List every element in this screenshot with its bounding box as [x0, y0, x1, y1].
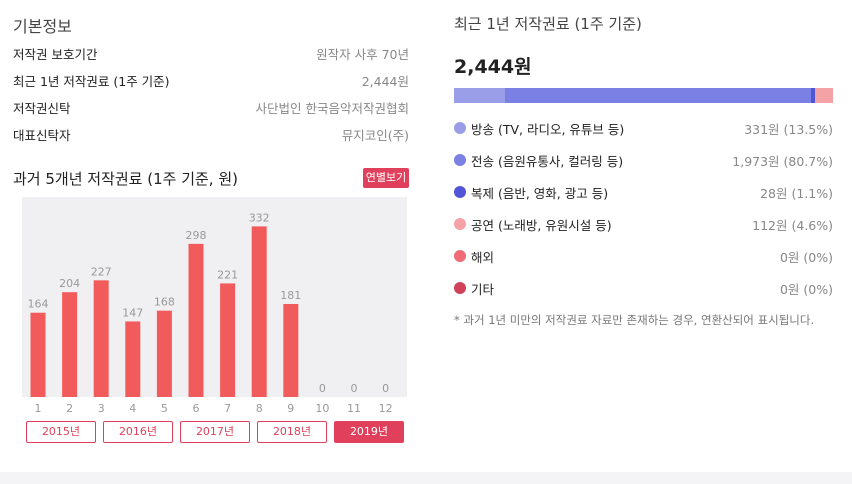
- performance-dot-icon: [454, 218, 466, 230]
- breakdown-amount: 112원 (4.6%): [752, 218, 833, 233]
- x-tick-label: 2: [66, 402, 73, 415]
- info-row-representative-trustee: 대표신탁자 뮤지코인(주): [13, 125, 409, 143]
- bar-month-1: [30, 312, 46, 397]
- royalty-breakdown-bar: [454, 88, 833, 103]
- breakdown-row-other: 기타 0원 (0%): [454, 279, 833, 297]
- other-dot-icon: [454, 282, 466, 294]
- transmission-dot-icon: [454, 154, 466, 166]
- x-tick-label: 5: [161, 402, 168, 415]
- breakdown-amount: 0원 (0%): [779, 250, 833, 265]
- annualized-footnote: * 과거 1년 미만의 저작권료 자료만 존재하는 경우, 연환산되어 표시됩니…: [454, 313, 815, 327]
- year-tab-2018[interactable]: 2018년: [257, 421, 327, 443]
- bar-value-label: 332: [249, 211, 270, 224]
- bar-value-label: 0: [382, 382, 389, 395]
- breakdown-row-overseas: 해외 0원 (0%): [454, 247, 833, 265]
- bar-month-2: [62, 292, 78, 397]
- bar-value-label: 168: [154, 296, 175, 309]
- breakdown-name: 복제 (음반, 영화, 광고 등): [471, 186, 609, 201]
- breakdown-row-performance: 공연 (노래방, 유원시설 등) 112원 (4.6%): [454, 215, 833, 233]
- bar-value-label: 221: [217, 268, 238, 281]
- bar-month-6: [188, 243, 204, 397]
- breakdown-name: 전송 (음원유통사, 컬러링 등): [471, 154, 624, 169]
- breakdown-segment-3: [815, 88, 833, 103]
- breakdown-row-broadcast: 방송 (TV, 라디오, 유튜브 등) 331원 (13.5%): [454, 119, 833, 137]
- recent-royalty-total: 2,444원: [454, 56, 532, 78]
- breakdown-name: 방송 (TV, 라디오, 유튜브 등): [471, 122, 625, 137]
- breakdown-segment-0: [454, 88, 506, 103]
- x-tick-label: 10: [315, 402, 329, 415]
- bar-month-3: [93, 280, 109, 397]
- year-tab-2017[interactable]: 2017년: [180, 421, 250, 443]
- info-value: 원작자 사후 70년: [316, 47, 409, 62]
- info-row-protection-period: 저작권 보호기간 원작자 사후 70년: [13, 44, 409, 62]
- x-tick-label: 4: [129, 402, 136, 415]
- bar-value-label: 147: [122, 306, 143, 319]
- info-label: 저작권 보호기간: [13, 47, 98, 62]
- x-tick-label: 1: [35, 402, 42, 415]
- breakdown-segment-1: [505, 88, 811, 103]
- breakdown-row-transmission: 전송 (음원유통사, 컬러링 등) 1,973원 (80.7%): [454, 151, 833, 169]
- bar-month-9: [283, 303, 299, 397]
- info-row-recent-royalty: 최근 1년 저작권료 (1주 기준) 2,444원: [13, 71, 409, 89]
- bar-value-label: 181: [280, 289, 301, 302]
- chart-background: [22, 197, 407, 397]
- bar-value-label: 298: [186, 229, 207, 242]
- info-label: 최근 1년 저작권료 (1주 기준): [13, 74, 170, 89]
- bar-month-7: [220, 283, 236, 397]
- year-tab-2019[interactable]: 2019년: [334, 421, 404, 443]
- bar-value-label: 0: [351, 382, 358, 395]
- history-chart-title: 과거 5개년 저작권료 (1주 기준, 원): [13, 170, 239, 188]
- bar-value-label: 204: [59, 277, 80, 290]
- breakdown-amount: 28원 (1.1%): [760, 186, 833, 201]
- x-tick-label: 11: [347, 402, 361, 415]
- year-tab-2015[interactable]: 2015년: [26, 421, 96, 443]
- breakdown-amount: 331원 (13.5%): [744, 122, 833, 137]
- bar-value-label: 0: [319, 382, 326, 395]
- monthly-royalty-bar-chart: 164 1 204 2 227 3 147 4 168 5 298 6 221 7 332 8 181 9 0 10 0…: [28, 211, 393, 415]
- bar-month-8: [251, 226, 267, 397]
- basic-info-title: 기본정보: [13, 17, 72, 36]
- breakdown-segment-2: [811, 88, 816, 103]
- info-value: 뮤지코인(주): [341, 128, 409, 143]
- broadcast-dot-icon: [454, 122, 466, 134]
- overseas-dot-icon: [454, 250, 466, 262]
- bar-value-label: 164: [28, 298, 49, 311]
- info-value: 2,444원: [361, 74, 409, 89]
- x-tick-label: 3: [98, 402, 105, 415]
- breakdown-amount: 0원 (0%): [779, 282, 833, 297]
- recent-royalty-title: 최근 1년 저작권료 (1주 기준): [454, 15, 642, 33]
- breakdown-name: 공연 (노래방, 유원시설 등): [471, 218, 612, 233]
- info-label: 대표신탁자: [13, 128, 71, 143]
- x-tick-label: 9: [287, 402, 294, 415]
- breakdown-amount: 1,973원 (80.7%): [732, 154, 833, 169]
- bar-value-label: 227: [91, 265, 112, 278]
- x-tick-label: 8: [256, 402, 263, 415]
- year-tabs: 2015년 2016년 2017년 2018년 2019년: [26, 421, 406, 443]
- breakdown-row-reproduction: 복제 (음반, 영화, 광고 등) 28원 (1.1%): [454, 183, 833, 201]
- bar-month-5: [156, 310, 172, 397]
- bottom-divider: [0, 472, 852, 484]
- year-tab-2016[interactable]: 2016년: [103, 421, 173, 443]
- reproduction-dot-icon: [454, 186, 466, 198]
- breakdown-name: 기타: [471, 282, 495, 297]
- x-tick-label: 6: [193, 402, 200, 415]
- x-tick-label: 12: [379, 402, 393, 415]
- info-label: 저작권신탁: [13, 101, 71, 116]
- x-tick-label: 7: [224, 402, 231, 415]
- breakdown-name: 해외: [471, 250, 495, 265]
- bar-month-4: [125, 321, 141, 397]
- info-row-trust: 저작권신탁 사단법인 한국음악저작권협회: [13, 98, 409, 116]
- yearly-view-button[interactable]: 연별보기: [363, 168, 409, 188]
- info-value: 사단법인 한국음악저작권협회: [255, 101, 409, 116]
